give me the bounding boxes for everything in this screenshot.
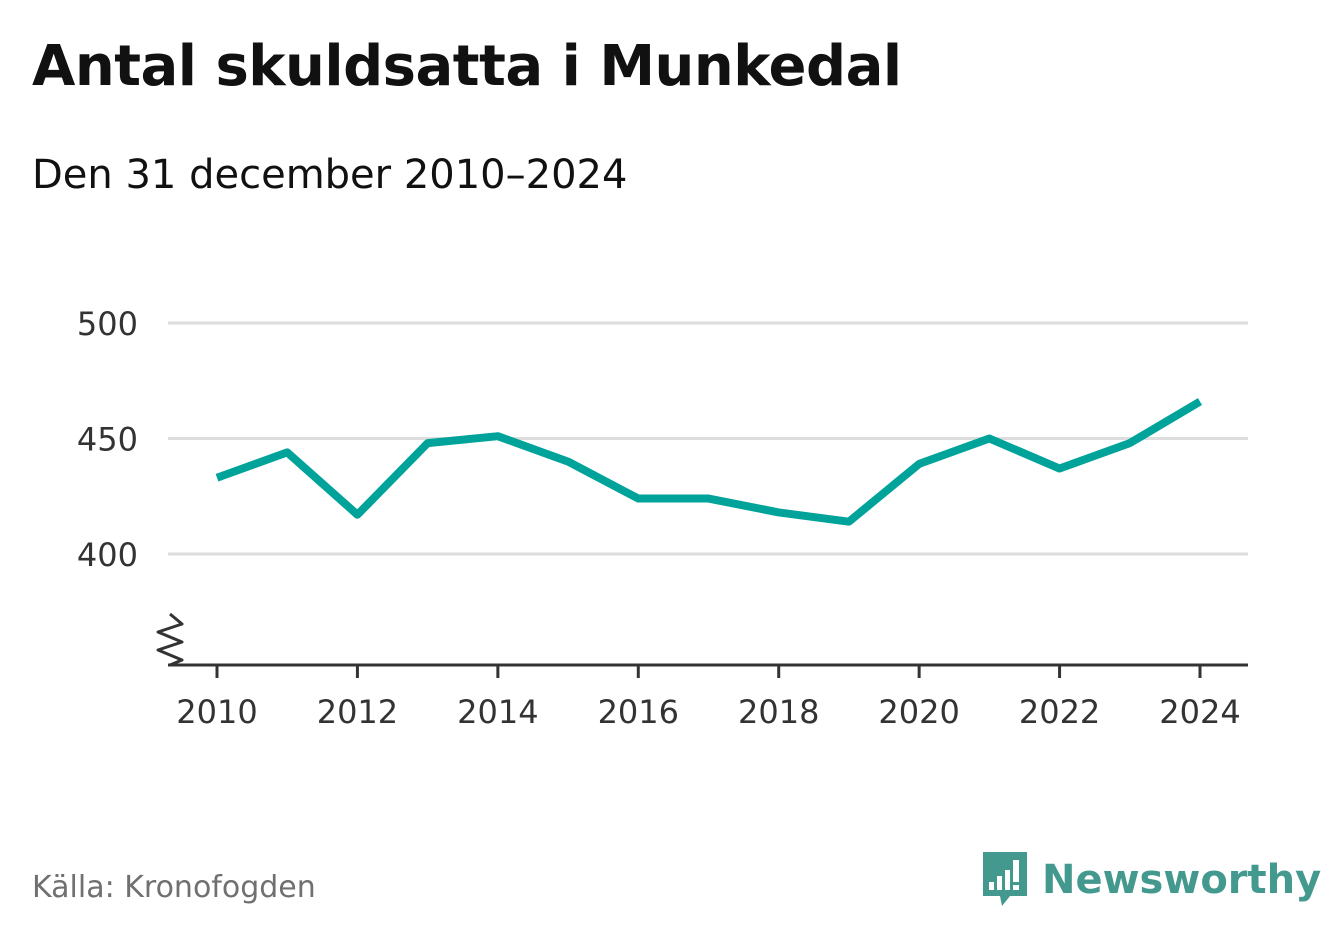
y-tick-label: 500 [77, 305, 138, 343]
brand-logo: Newsworthy [980, 850, 1321, 910]
x-tick-label: 2016 [598, 693, 679, 731]
x-tick-label: 2018 [738, 693, 819, 731]
newsworthy-logo-icon [983, 852, 1027, 906]
x-tick-label: 2014 [457, 693, 538, 731]
x-tick-label: 2022 [1019, 693, 1100, 731]
series-line-0 [215, 398, 1203, 526]
x-tick-label: 2010 [176, 693, 257, 731]
y-tick-label: 450 [77, 421, 138, 459]
x-tick-label: 2012 [317, 693, 398, 731]
chart-subtitle: Den 31 december 2010–2024 [32, 152, 628, 198]
source-note: Källa: Kronofogden [32, 870, 316, 905]
y-tick-label: 400 [77, 536, 138, 574]
axis-break-icon [156, 612, 184, 667]
x-tick-label: 2024 [1159, 693, 1240, 731]
brand-name: Newsworthy [1042, 857, 1322, 903]
x-tick-label: 2020 [878, 693, 959, 731]
chart-title: Antal skuldsatta i Munkedal [32, 34, 902, 99]
